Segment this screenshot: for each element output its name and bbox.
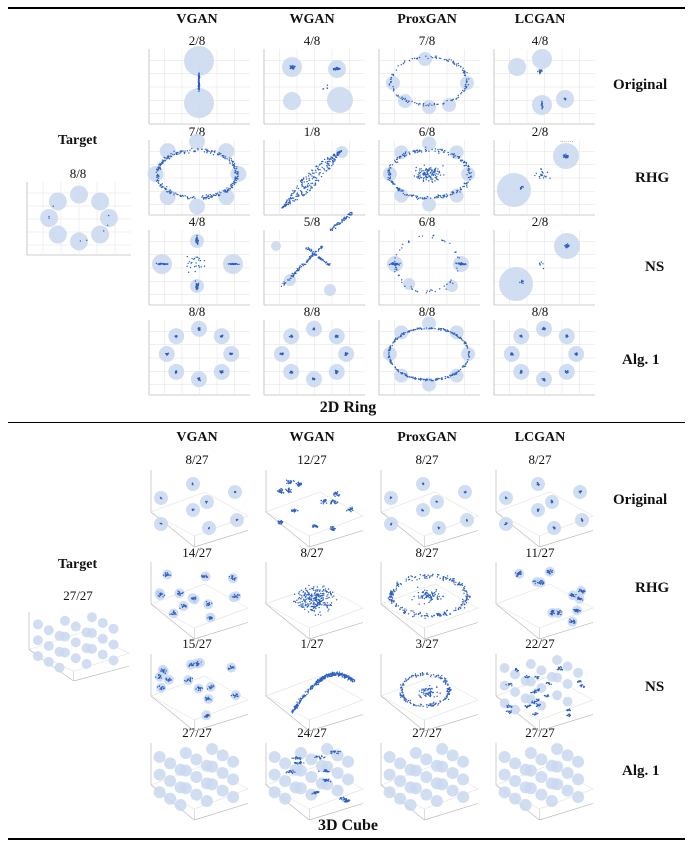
plot-cube-ns-proxgan <box>380 654 479 732</box>
plot-cube-rhg-proxgan <box>380 562 479 640</box>
row-label-alg1: Alg. 1 <box>622 352 660 368</box>
plot-ring-ns-lcgan <box>493 230 595 306</box>
plot-ring-rhg-wgan <box>263 140 365 216</box>
score: 12/27 <box>297 452 327 467</box>
score: 27/27 <box>412 725 442 740</box>
column-header-wgan: WGAN <box>289 12 335 27</box>
row-label-alg1: Alg. 1 <box>622 763 660 779</box>
score: 7/8 <box>418 33 436 48</box>
column-header-proxgan: ProxGAN <box>397 12 457 27</box>
score: 1/8 <box>303 124 321 139</box>
score: 8/27 <box>415 545 439 560</box>
plot-ring-alg1-proxgan <box>378 316 480 396</box>
score: 27/27 <box>182 725 212 740</box>
score: 24/27 <box>297 725 327 740</box>
plot-ring-alg1-vgan <box>148 320 250 396</box>
target-ring-plot <box>26 182 131 256</box>
plot-cube-alg1-lcgan <box>495 743 594 821</box>
score: 5/8 <box>303 214 321 229</box>
score: 8/8 <box>418 304 436 319</box>
target-cube-plot <box>28 612 130 682</box>
score: 4/8 <box>303 33 321 48</box>
plot-ring-ns-wgan <box>263 211 365 306</box>
score: 8/8 <box>303 304 321 319</box>
score: 6/8 <box>418 214 436 229</box>
plot-cube-rhg-vgan <box>150 562 249 640</box>
plot-cube-alg1-wgan <box>265 743 364 821</box>
section-divider <box>8 422 685 423</box>
row-label-rhg: RHG <box>635 170 670 186</box>
column-header-wgan: WGAN <box>289 430 335 445</box>
plot-ring-original-proxgan <box>378 49 480 125</box>
score: 8/8 <box>531 304 549 319</box>
svg-text:·······: ······· <box>560 139 573 146</box>
row-label-ns: NS <box>645 259 665 275</box>
plot-ring-alg1-lcgan <box>493 320 595 396</box>
score: 6/8 <box>418 124 436 139</box>
plot-ring-original-wgan <box>263 49 365 125</box>
target-score: 27/27 <box>63 588 93 603</box>
row-label-original: Original <box>613 77 668 93</box>
plot-cube-ns-vgan <box>150 654 249 732</box>
score: 14/27 <box>182 545 212 560</box>
plot-ring-rhg-proxgan <box>378 136 480 216</box>
score: 8/27 <box>300 545 324 560</box>
column-header-lcgan: LCGAN <box>514 12 566 27</box>
target-label: Target <box>58 133 98 148</box>
score: 15/27 <box>182 636 212 651</box>
plot-ring-original-lcgan <box>493 49 595 125</box>
row-label-ns: NS <box>645 679 665 695</box>
score: 8/27 <box>185 452 209 467</box>
plot-ring-original-vgan <box>148 46 250 125</box>
target-label: Target <box>58 557 98 572</box>
plot-cube-original-proxgan <box>380 470 479 548</box>
plot-ring-rhg-lcgan: ······· <box>493 139 595 216</box>
plot-ring-ns-vgan <box>148 230 250 306</box>
target-score: 8/8 <box>69 166 87 181</box>
cube-caption: 3D Cube <box>317 817 378 834</box>
score: 3/27 <box>415 636 439 651</box>
score: 22/27 <box>525 636 555 651</box>
plot-ring-rhg-vgan <box>147 133 250 216</box>
plot-cube-alg1-vgan <box>150 743 249 821</box>
plot-ring-alg1-wgan <box>263 320 365 396</box>
ring-caption: 2D Ring <box>319 399 377 416</box>
bottom-rule <box>8 838 685 840</box>
column-header-vgan: VGAN <box>176 430 218 445</box>
plot-cube-original-vgan <box>150 470 249 548</box>
score: 4/8 <box>188 214 206 229</box>
plot-ring-ns-proxgan <box>378 230 480 306</box>
plot-cube-alg1-proxgan <box>380 743 479 821</box>
column-header-vgan: VGAN <box>176 12 218 27</box>
plot-cube-rhg-wgan <box>265 562 364 640</box>
score: 2/8 <box>531 124 549 139</box>
plot-cube-original-wgan <box>265 470 364 548</box>
score: 8/27 <box>528 452 552 467</box>
top-rule <box>8 7 685 9</box>
plot-cube-original-lcgan <box>495 470 594 548</box>
score: 1/27 <box>300 636 324 651</box>
score: 8/8 <box>188 304 206 319</box>
row-label-rhg: RHG <box>635 580 670 596</box>
score: 4/8 <box>531 33 549 48</box>
column-header-proxgan: ProxGAN <box>397 430 457 445</box>
plot-cube-ns-lcgan <box>495 654 594 732</box>
score: 8/27 <box>415 452 439 467</box>
plot-cube-rhg-lcgan <box>495 562 594 640</box>
score: 11/27 <box>525 545 555 560</box>
column-header-lcgan: LCGAN <box>514 430 566 445</box>
row-label-original: Original <box>613 492 668 508</box>
score: 2/8 <box>531 214 549 229</box>
score: 2/8 <box>188 33 206 48</box>
plot-cube-ns-wgan <box>265 654 364 732</box>
